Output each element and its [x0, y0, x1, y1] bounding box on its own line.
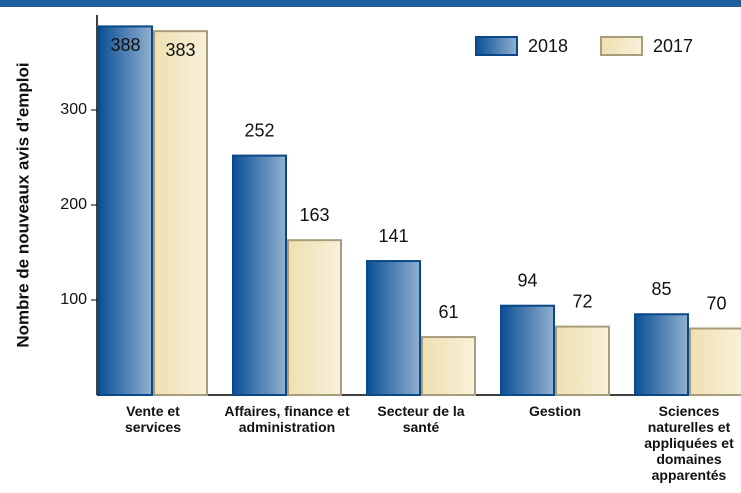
value-label: 85 [651, 279, 671, 299]
y-tick-label: 300 [60, 101, 87, 118]
bar [287, 239, 342, 396]
value-label: 388 [110, 35, 140, 55]
x-tick-label: Sciences naturelles et appliquées et dom… [644, 403, 734, 483]
y-axis-label: Nombre de nouveaux avis d’emploi [13, 62, 32, 347]
bar [232, 154, 287, 396]
value-label: 163 [299, 205, 329, 225]
bar [421, 336, 476, 396]
legend-label: 2018 [528, 36, 568, 56]
bar [366, 260, 421, 396]
x-tick-label: Gestion [528, 403, 582, 419]
bar [555, 325, 610, 397]
x-tick-label: Affaires, finance et administration [224, 403, 350, 435]
value-label: 141 [378, 226, 408, 246]
bar [689, 327, 741, 396]
x-tick-label: Vente et services [124, 403, 182, 435]
x-tick-label: Secteur de la santé [377, 403, 465, 435]
legend-swatch [600, 36, 643, 56]
value-label: 61 [438, 302, 458, 322]
bar [634, 313, 689, 396]
value-label: 94 [517, 270, 537, 290]
bar [500, 304, 555, 397]
legend-swatch [475, 36, 518, 56]
bar [98, 25, 153, 397]
legend-label: 2017 [653, 36, 693, 56]
value-label: 70 [706, 293, 726, 313]
value-label: 72 [572, 291, 592, 311]
value-label: 383 [165, 40, 195, 60]
y-tick-label: 200 [60, 196, 87, 213]
value-label: 252 [244, 120, 274, 140]
y-tick-label: 100 [60, 291, 87, 308]
top-strip [0, 0, 741, 7]
bar [153, 30, 208, 397]
